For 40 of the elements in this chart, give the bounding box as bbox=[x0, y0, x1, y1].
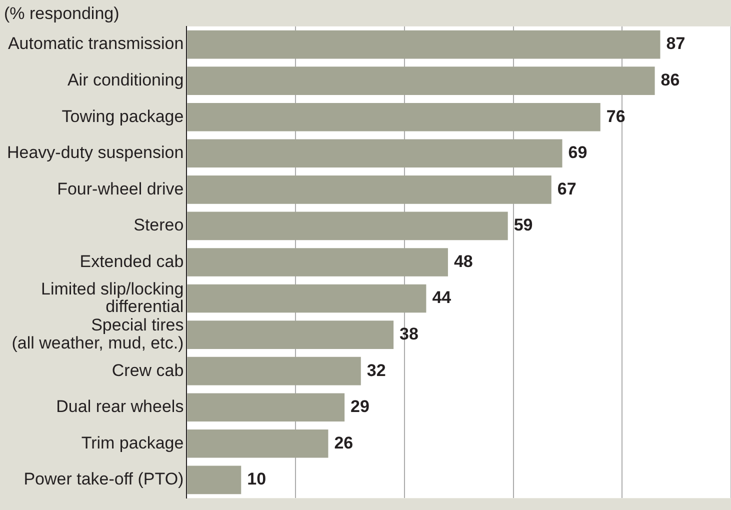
y-tick-label: Automatic transmission bbox=[8, 34, 184, 54]
data-label: 38 bbox=[400, 324, 418, 344]
bar bbox=[187, 139, 562, 168]
y-tick-label: Trim package bbox=[81, 433, 184, 452]
y-tick-label: Dual rear wheels bbox=[56, 397, 184, 416]
data-label: 10 bbox=[247, 470, 266, 489]
data-label: 29 bbox=[350, 397, 370, 416]
data-label: 32 bbox=[366, 360, 386, 380]
y-tick-label: Towing package bbox=[62, 106, 184, 126]
y-tick-label: Limited slip/locking differential bbox=[41, 279, 184, 316]
bar bbox=[187, 30, 660, 59]
bar bbox=[187, 466, 242, 494]
bar bbox=[187, 176, 552, 204]
y-tick-label: Special tires (all weather, mud, etc.) bbox=[12, 316, 184, 352]
data-label: 48 bbox=[454, 252, 473, 271]
bar bbox=[187, 248, 448, 276]
data-label: 69 bbox=[568, 143, 588, 162]
y-tick-label: Heavy-duty suspension bbox=[6, 143, 184, 162]
bar bbox=[187, 356, 361, 386]
data-label: 59 bbox=[514, 216, 533, 235]
data-label: 67 bbox=[557, 179, 576, 198]
bar bbox=[187, 284, 426, 313]
y-tick-label: Extended cab bbox=[80, 252, 184, 271]
data-label: 44 bbox=[432, 288, 452, 308]
y-tick-label: Air conditioning bbox=[67, 70, 184, 90]
bar bbox=[187, 66, 655, 95]
chart-title: (% responding) bbox=[4, 4, 120, 23]
y-tick-label: Crew cab bbox=[112, 360, 184, 380]
bar bbox=[187, 102, 600, 132]
data-label: 87 bbox=[666, 34, 686, 54]
y-tick-label: Four-wheel drive bbox=[57, 179, 184, 198]
data-label: 76 bbox=[606, 106, 626, 126]
bar bbox=[187, 320, 394, 349]
data-label: 26 bbox=[334, 433, 354, 452]
bar bbox=[187, 393, 345, 422]
data-label: 86 bbox=[660, 70, 680, 90]
bar bbox=[187, 430, 328, 458]
y-tick-label: Stereo bbox=[134, 216, 184, 235]
bar bbox=[187, 212, 508, 240]
y-tick-label: Power take-off (PTO) bbox=[24, 470, 184, 489]
